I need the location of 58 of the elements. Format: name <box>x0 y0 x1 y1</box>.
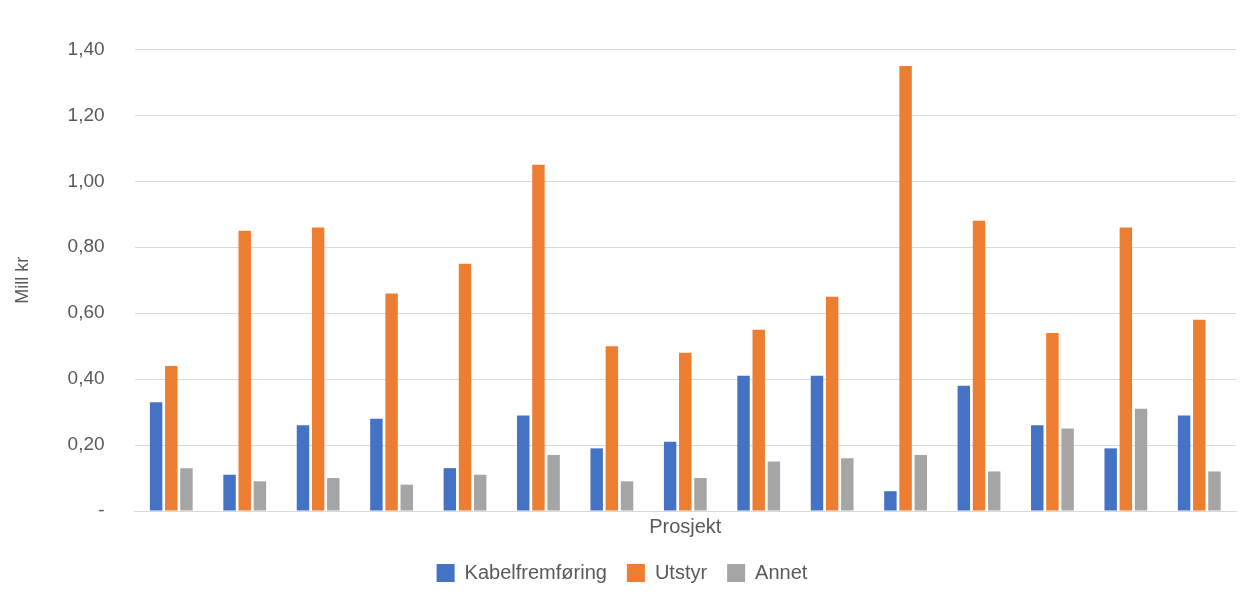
legend-label: Kabelfremføring <box>464 560 607 583</box>
x-axis-title: Prosjekt <box>649 514 722 537</box>
bar <box>1208 471 1221 511</box>
y-tick-label: 0,80 <box>67 235 105 257</box>
bar <box>517 415 530 511</box>
bar <box>987 471 1001 511</box>
y-tick-label: 0,60 <box>67 301 105 323</box>
bar <box>370 418 383 511</box>
bar <box>694 478 707 511</box>
y-tick-label: 1,00 <box>67 169 105 191</box>
bar <box>914 454 927 511</box>
bar <box>1061 428 1074 511</box>
bar <box>327 478 340 511</box>
bar <box>1193 319 1206 511</box>
bar <box>238 230 251 511</box>
bar <box>841 458 854 511</box>
bar <box>752 329 765 511</box>
bar <box>532 164 545 511</box>
legend-label: Annet <box>755 560 808 583</box>
bar <box>737 375 750 511</box>
bar <box>253 481 267 511</box>
y-tick-label: - <box>98 499 105 521</box>
bar <box>165 365 178 511</box>
bar <box>899 65 912 511</box>
bar <box>458 263 472 511</box>
bar <box>972 220 986 511</box>
bar <box>825 296 839 511</box>
bar <box>1119 227 1133 511</box>
bar <box>884 491 897 511</box>
bar <box>385 293 398 511</box>
bar <box>296 425 310 511</box>
y-tick-label: 0,40 <box>67 367 105 389</box>
bar <box>590 448 603 511</box>
bar <box>180 468 193 511</box>
bar <box>767 461 781 511</box>
bar <box>311 227 325 511</box>
bar <box>1031 425 1044 511</box>
bar <box>1134 408 1148 511</box>
bar <box>1046 332 1059 511</box>
y-tick-label: 1,20 <box>67 103 105 125</box>
bar <box>473 474 487 511</box>
bar <box>663 441 677 511</box>
bar <box>547 454 560 511</box>
bar <box>679 352 692 511</box>
bar <box>605 346 619 511</box>
bar <box>149 402 163 511</box>
bar <box>1104 448 1117 511</box>
y-axis-title: Mill kr <box>11 256 32 304</box>
y-tick-label: 0,20 <box>67 433 105 455</box>
bar <box>810 375 824 511</box>
y-tick-label: 1,40 <box>67 37 105 59</box>
bar <box>223 474 236 511</box>
bar <box>400 484 413 511</box>
bar <box>1177 415 1191 511</box>
bar <box>620 481 634 511</box>
legend-label: Utstyr <box>654 560 708 583</box>
bar <box>957 385 971 511</box>
bar <box>443 468 457 511</box>
